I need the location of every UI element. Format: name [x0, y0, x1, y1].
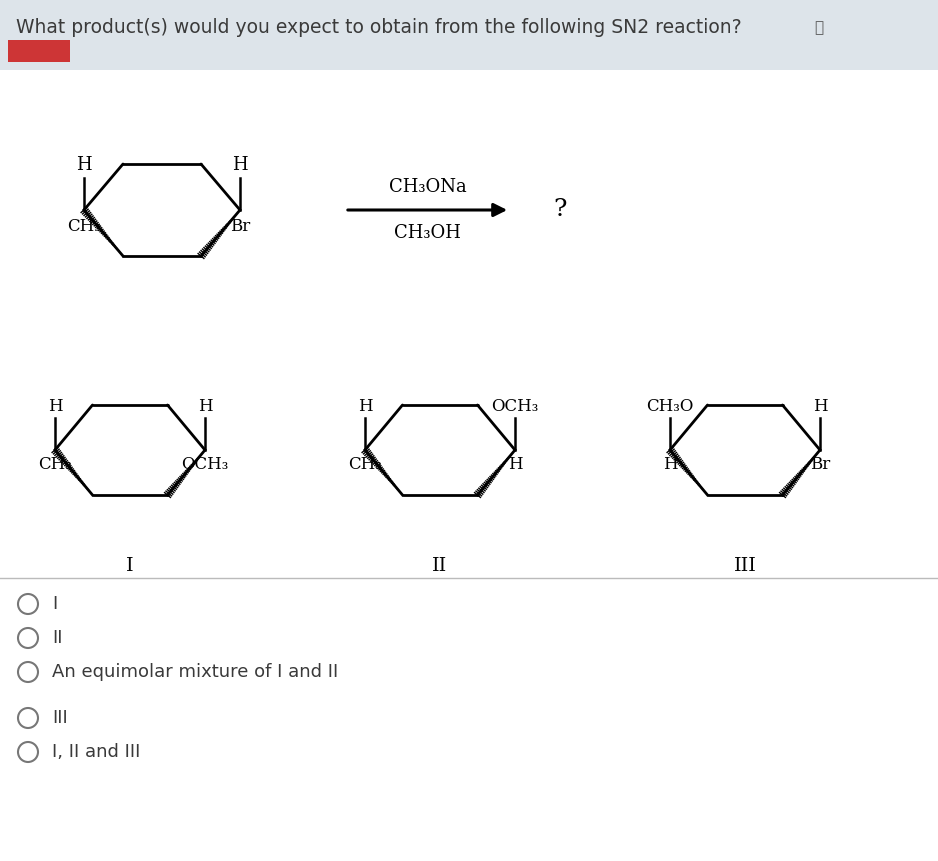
Text: I: I — [52, 595, 57, 613]
Text: H: H — [507, 456, 522, 473]
Text: CH₃: CH₃ — [38, 456, 72, 473]
Text: OCH₃: OCH₃ — [492, 398, 538, 415]
FancyBboxPatch shape — [0, 0, 938, 70]
Text: CH₃: CH₃ — [67, 218, 101, 235]
FancyBboxPatch shape — [8, 40, 70, 62]
Text: III: III — [734, 557, 756, 575]
Text: 🔉: 🔉 — [814, 20, 824, 35]
Text: H: H — [812, 398, 827, 415]
Text: Br: Br — [230, 218, 250, 235]
Text: H: H — [198, 398, 212, 415]
Text: An equimolar mixture of I and II: An equimolar mixture of I and II — [52, 663, 339, 681]
Text: Br: Br — [809, 456, 830, 473]
Text: H: H — [233, 156, 248, 174]
Text: H: H — [357, 398, 372, 415]
Text: OCH₃: OCH₃ — [181, 456, 229, 473]
Text: CH₃OH: CH₃OH — [394, 224, 461, 242]
Text: CH₃O: CH₃O — [646, 398, 694, 415]
Text: III: III — [52, 709, 68, 727]
Text: II: II — [432, 557, 447, 575]
Text: CH₃ONa: CH₃ONa — [388, 178, 466, 196]
Text: I: I — [127, 557, 134, 575]
Text: What product(s) would you expect to obtain from the following SN2 reaction?: What product(s) would you expect to obta… — [16, 18, 742, 37]
Text: II: II — [52, 629, 63, 647]
Text: H: H — [48, 398, 62, 415]
Text: ?: ? — [553, 199, 567, 221]
Text: H: H — [662, 456, 677, 473]
Text: CH₃: CH₃ — [348, 456, 382, 473]
Text: H: H — [76, 156, 92, 174]
Text: I, II and III: I, II and III — [52, 743, 141, 761]
